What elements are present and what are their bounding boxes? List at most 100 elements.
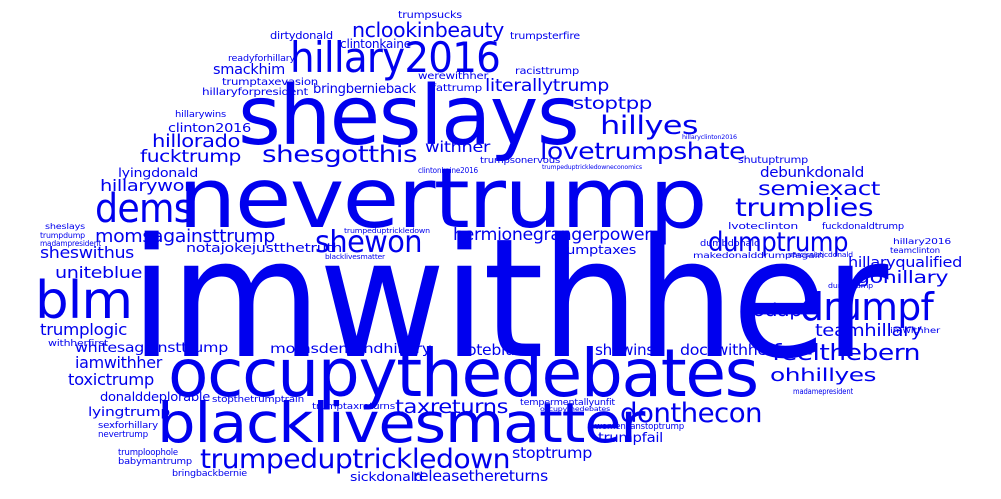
hashtag-sheslaysb: sheslays xyxy=(45,222,85,231)
hashtag-imwithherb: imwithher xyxy=(890,326,940,335)
hashtag-voteblue: voteblue xyxy=(458,341,524,359)
hashtag-nodapl: nodapl xyxy=(740,300,808,321)
hashtag-shewon: shewon xyxy=(315,225,423,260)
hashtag-teamclinton: teamclinton xyxy=(890,246,941,255)
hashtag-hillorado: hillorado xyxy=(152,131,240,152)
hashtag-lyingtrump: lyingtrump xyxy=(88,405,170,419)
hashtag-hillaryclinton2016: hillaryclinton2016 xyxy=(682,134,737,141)
hashtag-hillaryqualified: hillaryqualified xyxy=(848,255,962,271)
hashtag-gohillary: gohillary xyxy=(856,268,948,288)
hashtag-donthecon: donthecon xyxy=(620,398,763,429)
hashtag-notajokejustthetruth: notajokejustthetruth xyxy=(186,241,343,255)
hashtag-taxreturns: taxreturns xyxy=(395,396,508,418)
hashtag-clintonkaine: clintonkaine xyxy=(340,37,411,51)
hashtag-hermionegrangerpower: hermionegrangerpower xyxy=(453,225,652,245)
hashtag-trumploophole: trumploophole xyxy=(118,448,179,458)
hashtag-momsagainsttrump: momsagainsttrump xyxy=(95,226,275,247)
hashtag-nevertrump: nevertrump xyxy=(178,150,708,247)
hashtag-debunkdonald: debunkdonald xyxy=(760,165,864,181)
hashtag-clinton2016: clinton2016 xyxy=(168,121,252,135)
hashtag-womencanstoptrump: womencanstoptrump xyxy=(595,422,685,432)
hashtag-drumpf: drumpf xyxy=(800,285,934,329)
hashtag-momsdemandhillary: momsdemandhillary xyxy=(270,342,431,357)
hashtag-trumptaxes: trumptaxes xyxy=(555,243,637,257)
hashtag-toxictrump: toxictrump xyxy=(68,370,155,389)
hashtag-sickdonald: sickdonald xyxy=(350,470,424,484)
hashtag-clintonkaine2016: clintonkaine2016 xyxy=(418,166,478,175)
hashtag-trumplies: trumplies xyxy=(735,193,874,222)
hashtag-bringbernieback: bringbernieback xyxy=(313,82,417,97)
hashtag-dumptrumpb: dumptrump xyxy=(828,282,874,290)
hashtag-narcissisticdonald: narcissisticdonald xyxy=(788,251,853,259)
hashtag-babymantrump: babymantrump xyxy=(118,457,192,467)
hashtag-blacklivesmatterb: blacklivesmatter xyxy=(325,253,385,261)
hashtag-dirtydonald: dirtydonald xyxy=(270,29,333,42)
hashtag-nevertrumpb: nevertrump xyxy=(98,430,148,440)
hashtag-hillaryforpresident: hillaryforpresident xyxy=(202,87,309,98)
hashtag-semiexact: semiexact xyxy=(758,178,880,200)
hashtag-stopthetrumptrain: stopthetrumptrain xyxy=(212,395,304,405)
hashtag-ohhillyes: ohhillyes xyxy=(770,365,877,386)
hashtag-occupythedebates: occupythedebates xyxy=(168,335,759,412)
hashtag-fucktrump: fucktrump xyxy=(140,147,242,167)
hashtag-docswithher: docswithher xyxy=(680,341,774,359)
hashtag-bringbackbernie: bringbackbernie xyxy=(172,469,248,479)
hashtag-dems: dems xyxy=(95,186,193,232)
hashtag-occupythedebatesb: occupythedebates xyxy=(540,406,610,413)
hashtag-trumpsucks: trumpsucks xyxy=(398,10,462,21)
hashtag-nclookinbeauty: nclookinbeauty xyxy=(352,18,504,42)
hashtag-makedonalddrumpfagain: makedonalddrumpfagain xyxy=(693,251,824,260)
hashtag-fattrump: fattrump xyxy=(432,83,482,94)
hashtag-withher: withher xyxy=(425,138,491,156)
hashtag-blacklivesmatter: blacklivesmatter xyxy=(157,391,645,455)
hashtag-trumpsterfire: trumpsterfire xyxy=(510,31,580,42)
hashtag-madamepresident: madamepresident xyxy=(793,387,854,396)
hashtag-hillarywins: hillarywins xyxy=(175,110,227,120)
hashtag-literallytrump: literallytrump xyxy=(485,76,609,96)
hashtag-madampresident: madampresident xyxy=(40,239,102,248)
hashtag-lvoteclinton: lvoteclinton xyxy=(728,222,798,232)
hashtag-hillyes: hillyes xyxy=(600,111,699,141)
hashtag-teamhillary: teamhillary xyxy=(815,321,922,341)
hashtag-imwithher: imwithher xyxy=(130,203,888,395)
hashtag-shutuptrump: shutuptrump xyxy=(738,155,808,166)
hashtag-trumpsonervous: trumpsonervous xyxy=(480,156,561,166)
hashtag-hillary2016b: hillary2016 xyxy=(893,237,952,246)
hashtag-tempermentallyunfit: tempermentallyunfit xyxy=(520,398,616,408)
hashtag-trumptaxevasion: trumptaxevasion xyxy=(222,77,318,88)
hashtag-hillarywon: hillarywon xyxy=(100,176,197,195)
hashtag-stoptpp: stoptpp xyxy=(573,94,652,114)
hashtag-dumbdonald: dumbdonald xyxy=(700,239,761,249)
hashtag-shesgotthis: shesgotthis xyxy=(262,142,418,168)
hashtag-whitesagainsttrump: whitesagainsttrump xyxy=(75,341,228,356)
hashtag-lovetrumpshate: lovetrumpshate xyxy=(540,139,746,165)
hashtag-feelthebern: feelthebern xyxy=(772,341,921,366)
hashtag-trumpeduptrickledowneconomics: trumpeduptrickledowneconomics xyxy=(542,164,642,171)
hashtag-trumpeduptrickledown: trumpeduptrickledown xyxy=(200,444,511,475)
hashtag-trumptaxreturns: trumptaxreturns xyxy=(312,402,395,412)
hashtag-racisttrump: racisttrump xyxy=(515,66,580,77)
hashtag-dumptrump: dumptrump xyxy=(708,227,849,258)
hashtag-shewins: shewins xyxy=(595,341,654,359)
hashtag-trumpdump: trumpdump xyxy=(40,231,85,240)
hashtag-trumpeduptrickledownb: trumpeduptrickledown xyxy=(344,227,430,235)
hashtag-withherfirst: withherfirst xyxy=(48,339,109,349)
hashtag-fuckdonaldtrump: fuckdonaldtrump xyxy=(822,222,904,232)
hashtag-trumpfail: trumpfail xyxy=(598,431,664,446)
hashtag-uniteblue: uniteblue xyxy=(55,263,143,282)
hashtag-trumplogic: trumplogic xyxy=(40,320,127,339)
hashtag-hillary2016: hillary2016 xyxy=(290,33,501,82)
hashtag-releasethereturns: releasethereturns xyxy=(413,467,548,485)
hashtag-sheswithus: sheswithus xyxy=(40,243,134,262)
hashtag-smackhim: smackhim xyxy=(213,62,285,78)
hashtag-blm: blm xyxy=(35,271,133,331)
hashtag-iamwithher: iamwithher xyxy=(75,353,162,372)
hashtag-readyforhillary: readyforhillary xyxy=(228,54,296,64)
hashtag-lyingdonald: lyingdonald xyxy=(118,166,199,180)
hashtag-sheslays: sheslays xyxy=(238,69,580,164)
hashtag-sexforhillary: sexforhillary xyxy=(98,421,158,431)
hashtag-stoptrump: stoptrump xyxy=(512,444,592,462)
hashtag-donalddeplorable: donalddeplorable xyxy=(100,390,211,404)
hashtag-werewithher: werewithher xyxy=(418,71,489,82)
